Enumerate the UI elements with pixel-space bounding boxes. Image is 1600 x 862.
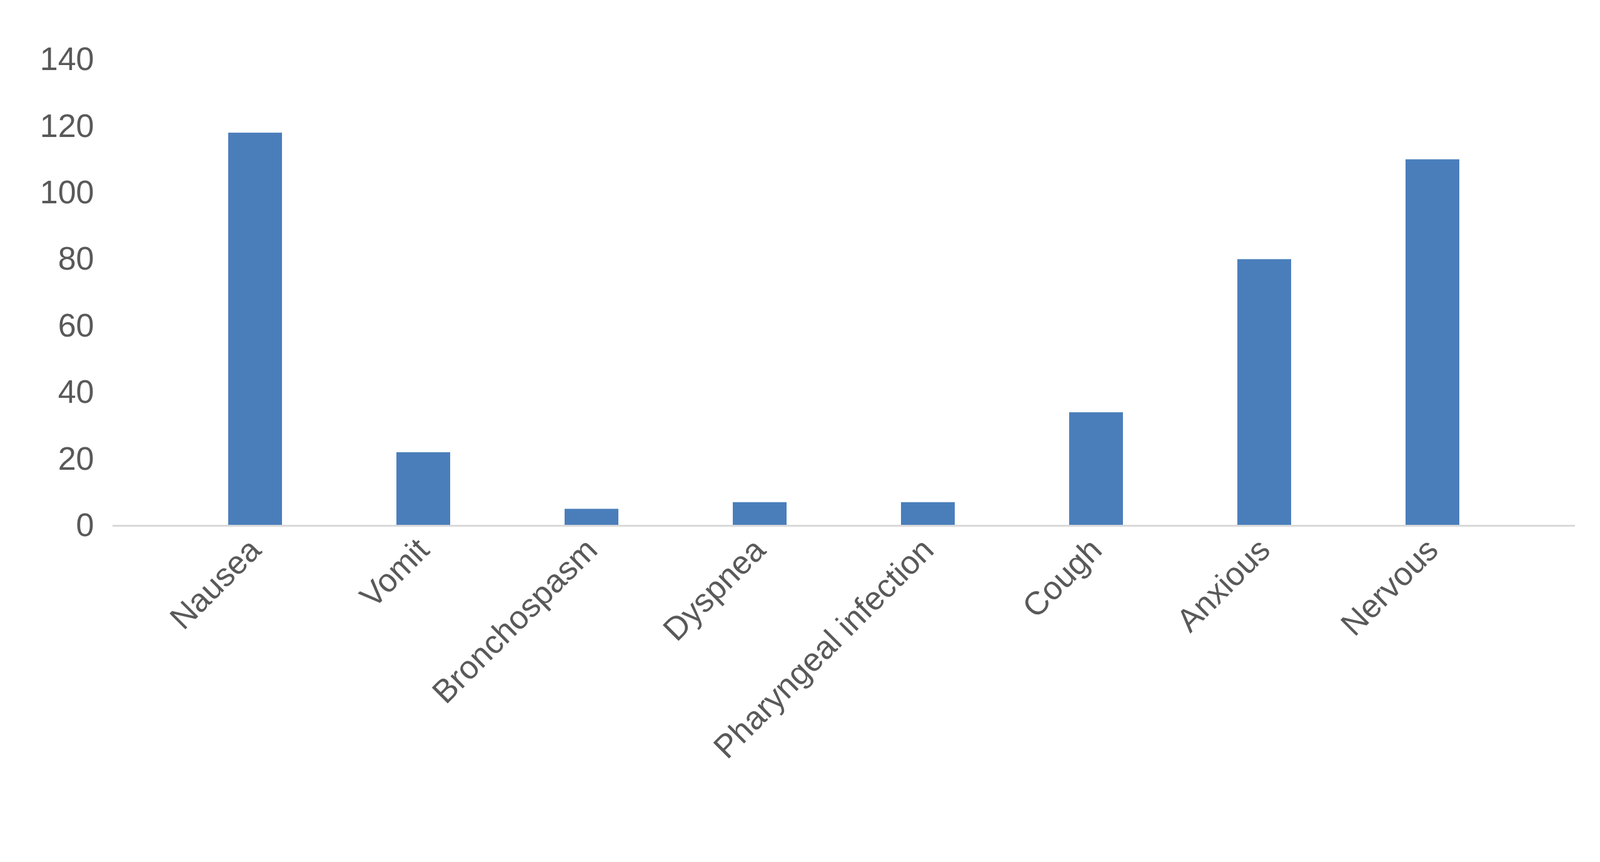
svg-text:Vomit: Vomit [352, 530, 436, 614]
svg-text:Bronchospasm: Bronchospasm [425, 530, 604, 710]
svg-text:Nervous: Nervous [1333, 530, 1445, 643]
svg-text:60: 60 [58, 306, 95, 344]
svg-text:100: 100 [40, 173, 95, 211]
svg-text:140: 140 [40, 40, 95, 77]
svg-text:Anxious: Anxious [1169, 530, 1277, 639]
svg-text:40: 40 [58, 373, 95, 410]
svg-text:Pharyngeal infection: Pharyngeal infection [706, 530, 941, 765]
svg-text:Nausea: Nausea [162, 530, 268, 636]
svg-text:Dyspnea: Dyspnea [655, 530, 773, 648]
svg-text:0: 0 [76, 506, 95, 543]
svg-text:20: 20 [58, 440, 95, 477]
svg-text:120: 120 [40, 107, 95, 144]
svg-text:80: 80 [58, 240, 95, 277]
svg-text:Cough: Cough [1015, 530, 1109, 624]
